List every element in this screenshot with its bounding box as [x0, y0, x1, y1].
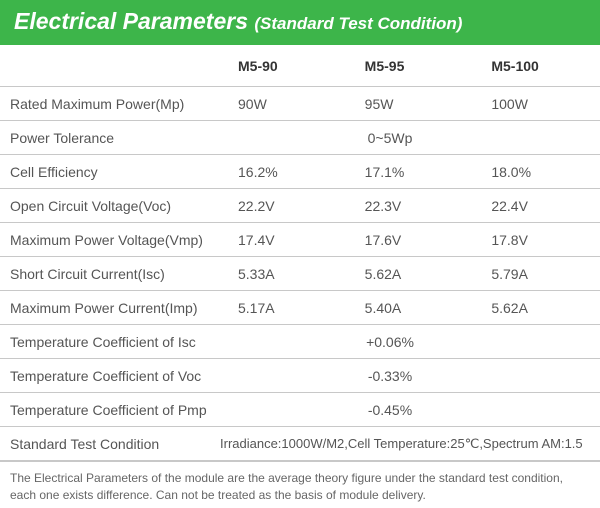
- row-value-span: -0.33%: [220, 368, 600, 384]
- table-row: Maximum Power Current(Imp)5.17A5.40A5.62…: [0, 291, 600, 325]
- row-value: 17.8V: [473, 232, 600, 248]
- row-label: Temperature Coefficient of Isc: [0, 334, 220, 350]
- col-header-0: M5-90: [220, 58, 347, 74]
- row-value: 22.4V: [473, 198, 600, 214]
- footnote-text: The Electrical Parameters of the module …: [0, 461, 600, 508]
- row-label: Power Tolerance: [0, 130, 220, 146]
- row-value-span: Irradiance:1000W/M2,Cell Temperature:25℃…: [220, 436, 600, 452]
- row-value: 22.3V: [347, 198, 474, 214]
- parameters-table: M5-90 M5-95 M5-100 Rated Maximum Power(M…: [0, 45, 600, 461]
- row-value: 18.0%: [473, 164, 600, 180]
- row-value: 5.62A: [473, 300, 600, 316]
- row-label: Maximum Power Current(Imp): [0, 300, 220, 316]
- table-row: Short Circuit Current(Isc)5.33A5.62A5.79…: [0, 257, 600, 291]
- row-label: Cell Efficiency: [0, 164, 220, 180]
- table-row: Temperature Coefficient of Isc+0.06%: [0, 325, 600, 359]
- row-value: 17.6V: [347, 232, 474, 248]
- row-value-span: -0.45%: [220, 402, 600, 418]
- table-row: Temperature Coefficient of Pmp-0.45%: [0, 393, 600, 427]
- table-column-header-row: M5-90 M5-95 M5-100: [0, 45, 600, 87]
- row-value: 90W: [220, 96, 347, 112]
- row-value: 16.2%: [220, 164, 347, 180]
- row-value: 17.4V: [220, 232, 347, 248]
- table-row: Maximum Power Voltage(Vmp)17.4V17.6V17.8…: [0, 223, 600, 257]
- row-value: 5.62A: [347, 266, 474, 282]
- row-label: Rated Maximum Power(Mp): [0, 96, 220, 112]
- table-row: Open Circuit Voltage(Voc)22.2V22.3V22.4V: [0, 189, 600, 223]
- row-value: 5.33A: [220, 266, 347, 282]
- row-value-span: +0.06%: [220, 334, 600, 350]
- table-row: Cell Efficiency16.2%17.1%18.0%: [0, 155, 600, 189]
- row-label: Temperature Coefficient of Pmp: [0, 402, 220, 418]
- header-title-sub: (Standard Test Condition): [254, 14, 462, 33]
- row-value-span: 0~5Wp: [220, 130, 600, 146]
- col-header-2: M5-100: [473, 58, 600, 74]
- row-label: Standard Test Condition: [0, 436, 220, 452]
- table-row: Standard Test ConditionIrradiance:1000W/…: [0, 427, 600, 461]
- col-header-1: M5-95: [347, 58, 474, 74]
- row-value: 100W: [473, 96, 600, 112]
- row-label: Temperature Coefficient of Voc: [0, 368, 220, 384]
- table-row: Power Tolerance0~5Wp: [0, 121, 600, 155]
- table-header: Electrical Parameters (Standard Test Con…: [0, 0, 600, 45]
- row-value: 5.17A: [220, 300, 347, 316]
- row-label: Short Circuit Current(Isc): [0, 266, 220, 282]
- row-value: 5.40A: [347, 300, 474, 316]
- row-value: 22.2V: [220, 198, 347, 214]
- row-label: Maximum Power Voltage(Vmp): [0, 232, 220, 248]
- table-row: Temperature Coefficient of Voc-0.33%: [0, 359, 600, 393]
- row-value: 17.1%: [347, 164, 474, 180]
- row-label: Open Circuit Voltage(Voc): [0, 198, 220, 214]
- row-value: 95W: [347, 96, 474, 112]
- row-value: 5.79A: [473, 266, 600, 282]
- table-row: Rated Maximum Power(Mp)90W95W100W: [0, 87, 600, 121]
- header-title-main: Electrical Parameters: [14, 8, 248, 34]
